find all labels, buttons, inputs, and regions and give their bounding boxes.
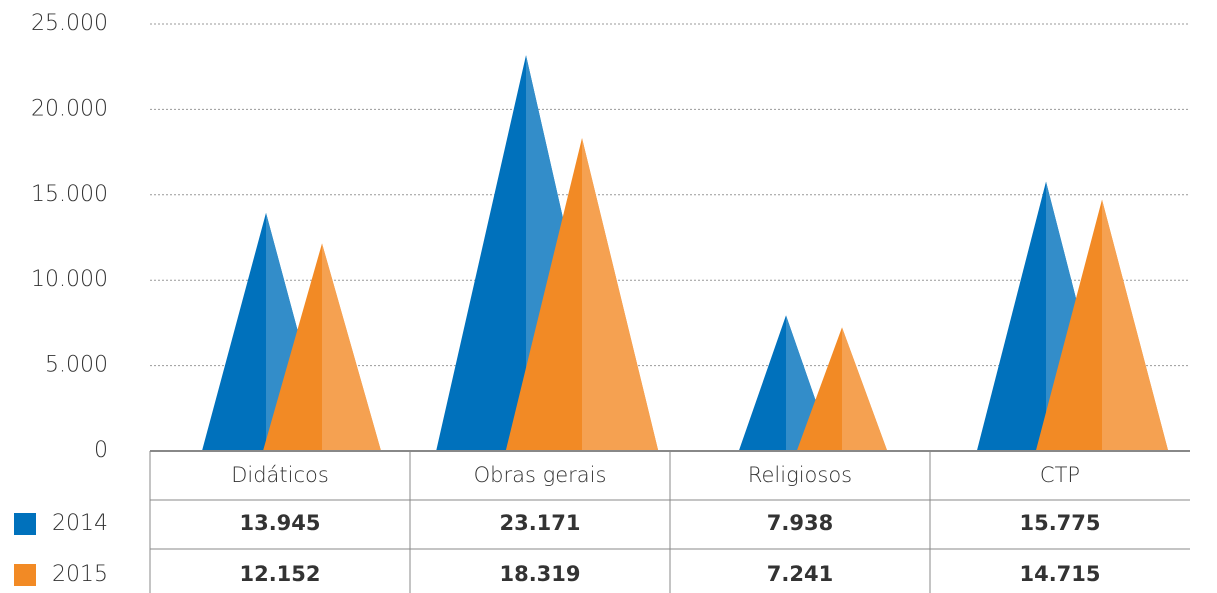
data-label: 13.945 bbox=[239, 511, 320, 535]
data-label: 23.171 bbox=[499, 511, 580, 535]
triangle-highlight bbox=[582, 138, 659, 451]
triangle-highlight bbox=[1102, 199, 1169, 451]
legend-swatch bbox=[14, 564, 36, 586]
data-label: 7.241 bbox=[767, 562, 833, 586]
x-tick-label: CTP bbox=[1040, 463, 1080, 487]
y-tick-label: 5.000 bbox=[45, 353, 108, 378]
triangle-highlight bbox=[786, 315, 834, 451]
triangle-highlight bbox=[842, 327, 888, 451]
data-label: 14.715 bbox=[1019, 562, 1100, 586]
data-label: 12.152 bbox=[239, 562, 320, 586]
triangle-highlight bbox=[322, 243, 382, 451]
y-tick-label: 10.000 bbox=[31, 267, 108, 292]
legend-label: 2014 bbox=[52, 511, 108, 536]
data-label: 15.775 bbox=[1019, 511, 1100, 535]
data-label: 18.319 bbox=[499, 562, 580, 586]
y-tick-label: 20.000 bbox=[31, 96, 108, 121]
y-tick-label: 15.000 bbox=[31, 182, 108, 207]
data-label: 7.938 bbox=[767, 511, 833, 535]
x-tick-label: Religiosos bbox=[748, 463, 852, 487]
x-tick-label: Didáticos bbox=[231, 463, 329, 487]
x-tick-label: Obras gerais bbox=[474, 463, 607, 487]
legend-label: 2015 bbox=[52, 562, 108, 587]
y-tick-label: 25.000 bbox=[31, 11, 108, 36]
legend-swatch bbox=[14, 513, 36, 535]
y-tick-label: 0 bbox=[94, 438, 108, 463]
